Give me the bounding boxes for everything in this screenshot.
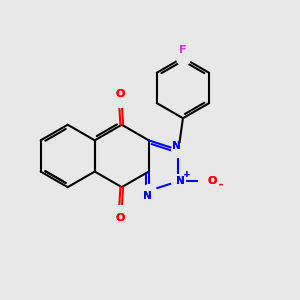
- Text: N: N: [143, 191, 152, 201]
- Text: O: O: [116, 89, 125, 99]
- Text: O: O: [116, 89, 125, 99]
- Text: N: N: [172, 140, 181, 151]
- Text: O: O: [116, 213, 125, 223]
- Text: O: O: [207, 176, 216, 186]
- Text: -: -: [219, 180, 223, 190]
- Text: +: +: [183, 169, 190, 178]
- Text: O: O: [207, 176, 216, 186]
- Text: N: N: [176, 176, 185, 186]
- Text: +: +: [183, 169, 190, 178]
- Text: N: N: [176, 176, 185, 186]
- Text: F: F: [179, 45, 187, 55]
- Text: N: N: [143, 191, 152, 201]
- Text: N: N: [172, 140, 181, 151]
- Text: O: O: [116, 213, 125, 223]
- Text: F: F: [179, 45, 187, 55]
- Text: -: -: [219, 180, 223, 190]
